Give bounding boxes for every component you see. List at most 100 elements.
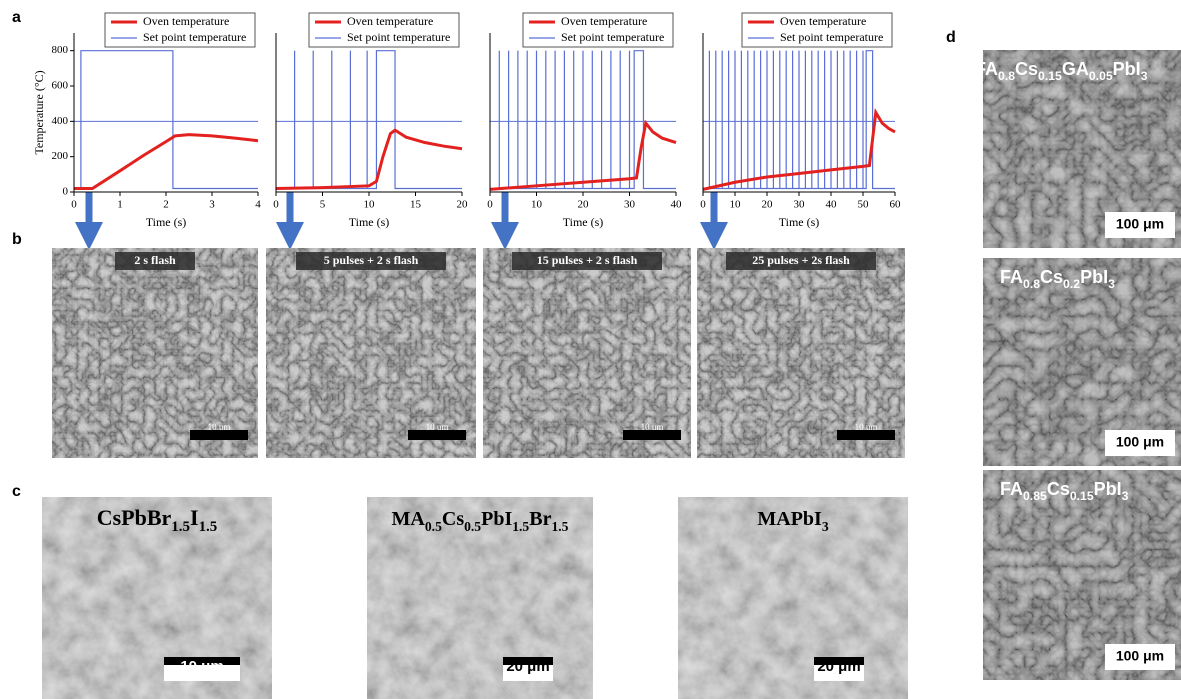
scale-box <box>1105 430 1175 456</box>
y-tick-label: 600 <box>52 80 69 92</box>
legend-label: Set point temperature <box>561 30 664 44</box>
series-line <box>74 50 258 190</box>
formula-part: I <box>190 505 199 530</box>
x-tick-label: 30 <box>624 199 636 211</box>
x-tick-label: 20 <box>578 199 590 211</box>
formula-part: Cs <box>1047 479 1070 499</box>
x-tick-label: 0 <box>71 199 77 211</box>
scale-label: 20 μm <box>817 658 860 675</box>
scale-label: 100 μm <box>1116 648 1164 664</box>
x-tick-label: 5 <box>320 199 326 211</box>
sem-texture <box>697 248 905 458</box>
sem-panel: 15 pulses + 2 s flash 10 um <box>483 248 691 458</box>
formula-part: Cs <box>442 508 464 530</box>
legend-label: Oven temperature <box>347 14 433 28</box>
formula-part: 1.5 <box>199 519 218 535</box>
formula-part: 0.5 <box>425 519 442 534</box>
scale-bar <box>190 430 248 440</box>
caption-box <box>296 252 446 270</box>
legend-box <box>104 12 256 48</box>
formula-part: MAPbI <box>757 508 822 530</box>
series-line <box>74 133 259 190</box>
x-axis-label: Time (s) <box>349 215 390 229</box>
sem-panel: FA0.8Cs0.15GA0.05PbI3 100 μm <box>975 50 1181 248</box>
formula-part: 0.8 <box>1023 277 1040 291</box>
caption: 5 pulses + 2 s flash <box>324 253 419 267</box>
series-line <box>703 50 895 190</box>
x-tick-label: 60 <box>890 199 902 211</box>
formula-part: 0.15 <box>1038 69 1062 83</box>
y-tick-label: 800 <box>52 44 69 56</box>
x-tick-label: 2 <box>163 199 169 211</box>
formula-part: Cs <box>1040 267 1063 287</box>
formula: CsPbBr1.5I1.5 <box>97 505 218 535</box>
x-tick-label: 40 <box>671 199 683 211</box>
scale-label: 10 μm <box>180 658 223 675</box>
caption: 2 s flash <box>134 253 176 267</box>
formula-part: FA <box>1000 267 1023 287</box>
chart: 0 5 10 15 20 Time (s) Oven temperature Set poin… <box>273 12 469 229</box>
formula: FA0.8Cs0.2PbI3 <box>1000 267 1115 291</box>
panel-label: d <box>946 29 956 46</box>
formula-part: Br <box>529 508 551 530</box>
caption: 25 pulses + 2s flash <box>752 253 850 267</box>
scale-bar <box>623 430 681 440</box>
formula-part: 1.5 <box>171 519 190 535</box>
sem-texture <box>266 248 476 458</box>
caption-box <box>726 252 876 270</box>
panel-label: a <box>12 9 21 26</box>
formula-part: Cs <box>1015 59 1038 79</box>
legend-label: Set point temperature <box>347 30 450 44</box>
panel-label: c <box>12 483 21 500</box>
formula-part: 0.15 <box>1070 489 1094 503</box>
sem-texture <box>483 248 691 458</box>
formula-part: CsPbBr <box>97 505 172 530</box>
legend-label: Oven temperature <box>561 14 647 28</box>
formula-part: 0.05 <box>1089 69 1113 83</box>
x-tick-label: 10 <box>730 199 742 211</box>
panel-label: b <box>12 231 22 248</box>
scale-bar <box>408 430 466 440</box>
sem-texture <box>52 248 258 458</box>
scale-label: 20 μm <box>506 658 549 675</box>
x-tick-label: 10 <box>364 199 376 211</box>
scale-label: 10 um <box>641 422 664 432</box>
formula-part: FA <box>1000 479 1023 499</box>
x-tick-label: 4 <box>255 199 261 211</box>
series-line <box>490 50 676 190</box>
sem-panel: FA0.85Cs0.15PbI3 100 μm <box>983 470 1181 680</box>
x-axis-label: Time (s) <box>563 215 604 229</box>
series-line <box>276 50 462 190</box>
formula-part: FA <box>975 59 998 79</box>
chart: 0 1 2 3 4 0 200 400 600 800 Time (s) Temperature (°… <box>32 12 261 229</box>
y-axis-label: Temperature (°C) <box>32 70 46 154</box>
y-tick-label: 0 <box>63 186 69 198</box>
x-tick-label: 20 <box>762 199 774 211</box>
formula-part: PbI <box>1113 59 1141 79</box>
formula-part: PbI <box>1080 267 1108 287</box>
sem-panel: FA0.8Cs0.2PbI3 100 μm <box>983 258 1181 466</box>
x-tick-label: 40 <box>826 199 838 211</box>
sem-panel: MAPbI3 20 μm <box>678 497 908 699</box>
sem-texture <box>678 497 908 699</box>
sem-texture <box>367 497 593 699</box>
sem-panel: 25 pulses + 2s flash 10 um <box>697 248 905 458</box>
legend-label: Oven temperature <box>780 14 866 28</box>
chart: 0 10 20 30 40 50 60 Time (s) Oven temperature Set… <box>700 12 902 229</box>
sem-panel: CsPbBr1.5I1.510 μm <box>42 497 272 699</box>
caption-box <box>115 252 195 270</box>
x-tick-label: 10 <box>531 199 543 211</box>
formula-part: 0.8 <box>998 69 1015 83</box>
x-tick-label: 20 <box>457 199 469 211</box>
formula: FA0.85Cs0.15PbI3 <box>1000 479 1129 503</box>
scale-box <box>1105 644 1175 670</box>
formula: MA0.5Cs0.5PbI1.5Br1.5 <box>392 508 569 534</box>
formula-part: 0.85 <box>1023 489 1047 503</box>
formula-part: 3 <box>1108 277 1115 291</box>
formula-part: 3 <box>1122 489 1129 503</box>
x-axis-label: Time (s) <box>146 215 187 229</box>
scale-label: 10 um <box>208 422 231 432</box>
scale-bar <box>164 657 240 665</box>
